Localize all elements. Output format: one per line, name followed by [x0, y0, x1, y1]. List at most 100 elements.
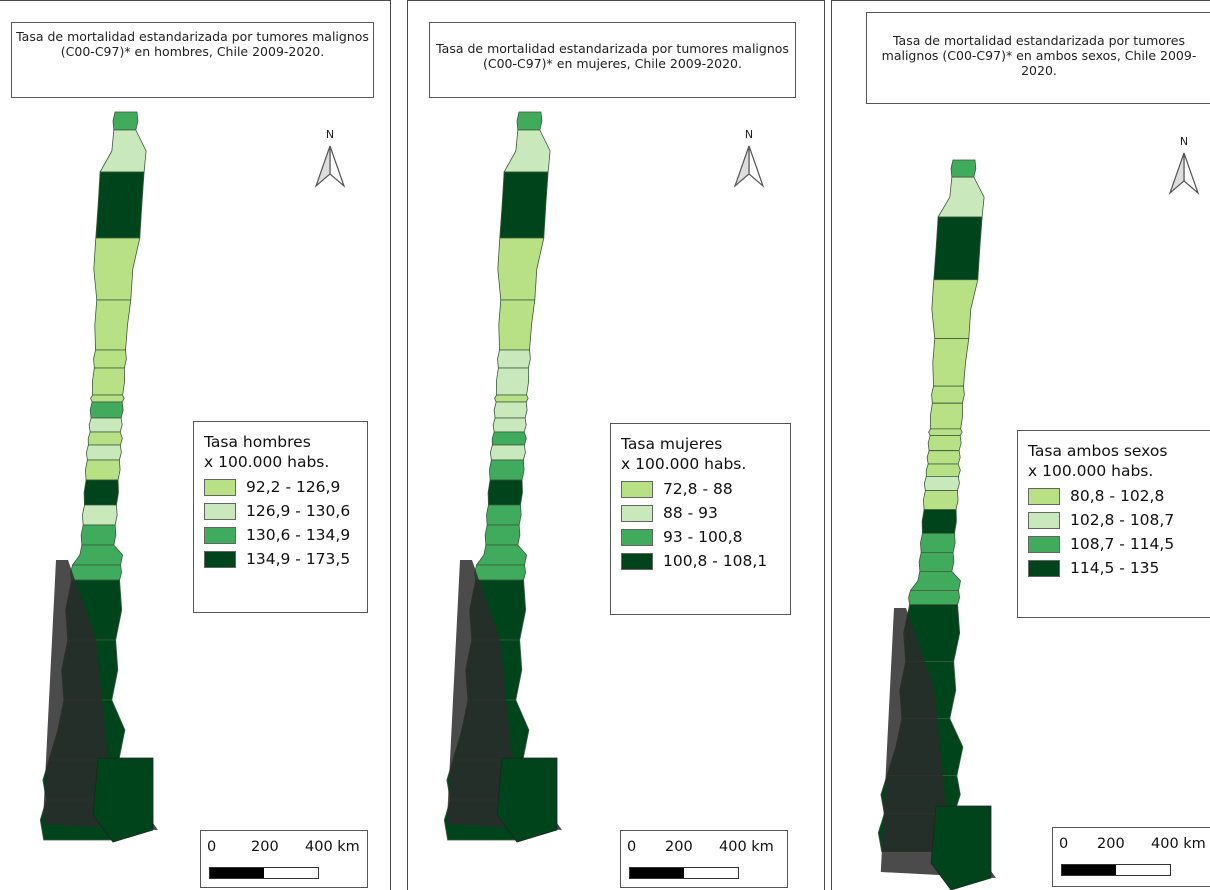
region-6: [497, 349, 531, 369]
scale-labels: 0 200 400 km: [1059, 836, 1210, 854]
legend-title: Tasa hombres x 100.000 habs.: [204, 432, 359, 472]
region-14: [921, 509, 957, 534]
region-14: [83, 479, 119, 506]
legend-label: 93 - 100,8: [663, 528, 743, 546]
legend-label: 100,8 - 108,1: [663, 552, 768, 570]
region-magallanes: [92, 757, 154, 843]
north-arrow-icon: [1168, 152, 1200, 195]
region-9: [493, 401, 528, 419]
region-1: [950, 159, 977, 178]
north-arrow-icon: [314, 145, 346, 188]
region-3: [933, 216, 983, 281]
scale-label-end: 400 km: [305, 839, 360, 855]
region-7: [91, 367, 126, 396]
scale-label-mid: 200: [251, 839, 279, 855]
scale-labels: 0 200 400 km: [207, 839, 377, 857]
legend-row: 80,8 - 102,8: [1028, 484, 1205, 508]
region-15: [486, 504, 522, 526]
legend-row: 130,6 - 134,9: [204, 523, 359, 547]
legend-swatch: [621, 528, 653, 546]
scale-bar: 0 200 400 km: [620, 830, 788, 888]
legend-title-line1: Tasa hombres: [204, 433, 311, 451]
legend: Tasa ambos sexos x 100.000 habs. 80,8 - …: [1017, 430, 1210, 618]
map-regions: [443, 111, 562, 843]
region-14: [487, 479, 523, 506]
region-12: [85, 444, 122, 461]
legend-row: 88 - 93: [621, 501, 782, 525]
map-panel-mujeres: Tasa de mortalidad estandarizada por tum…: [407, 0, 825, 890]
legend-title-line1: Tasa ambos sexos: [1028, 442, 1168, 460]
north-label: N: [325, 128, 335, 141]
region-3: [499, 171, 549, 239]
region-12: [923, 475, 960, 492]
legend-title-line2: x 100.000 habs.: [621, 455, 747, 473]
legend-label: 102,8 - 108,7: [1070, 511, 1175, 529]
map-title: Tasa de mortalidad estandarizada por tum…: [11, 22, 374, 98]
legend-label: 92,2 - 126,9: [246, 478, 341, 496]
scale-labels: 0 200 400 km: [627, 839, 797, 857]
southern-coast: [446, 560, 562, 830]
region-16: [80, 524, 117, 546]
southern-coast: [880, 608, 996, 878]
legend-label: 108,7 - 114,5: [1070, 535, 1175, 553]
region-magallanes: [496, 757, 558, 843]
legend-row: 100,8 - 108,1: [621, 549, 782, 573]
legend-row: 108,7 - 114,5: [1028, 532, 1205, 556]
north-label: N: [1179, 135, 1189, 148]
legend: Tasa mujeres x 100.000 habs. 72,8 - 88 8…: [610, 423, 791, 615]
region-11: [491, 431, 527, 446]
map-title: Tasa de mortalidad estandarizada por tum…: [429, 22, 796, 98]
region-magallanes: [930, 805, 992, 890]
legend-label: 72,8 - 88: [663, 480, 733, 498]
region-13: [922, 490, 959, 511]
region-2: [937, 176, 985, 218]
region-17: [909, 570, 961, 591]
legend-label: 134,9 - 173,5: [246, 550, 351, 568]
legend-title-line2: x 100.000 habs.: [204, 453, 330, 471]
region-18: [908, 589, 960, 605]
region-13: [84, 459, 121, 481]
scale-label-end: 400 km: [719, 839, 774, 855]
legend: Tasa hombres x 100.000 habs. 92,2 - 126,…: [193, 421, 368, 613]
region-1: [112, 111, 139, 131]
scale-bar: 0 200 400 km: [200, 830, 368, 888]
map-title: Tasa de mortalidad estandarizada por tum…: [866, 12, 1210, 104]
legend-swatch: [204, 478, 236, 496]
region-4: [93, 237, 141, 301]
legend-swatch: [621, 552, 653, 570]
chile-map: [443, 111, 562, 843]
region-2: [503, 129, 551, 173]
region-11: [87, 431, 123, 446]
north-arrow-icon: [733, 145, 765, 188]
region-2: [99, 129, 147, 173]
legend-title-line2: x 100.000 habs.: [1028, 462, 1154, 480]
region-5: [498, 299, 536, 351]
region-13: [488, 459, 525, 481]
legend-swatch: [621, 480, 653, 498]
legend-row: 102,8 - 108,7: [1028, 508, 1205, 532]
region-7: [929, 402, 964, 430]
region-8: [928, 428, 963, 436]
scale-bar-graphic: [1061, 864, 1171, 876]
legend-swatch: [204, 550, 236, 568]
legend-label: 126,9 - 130,6: [246, 502, 351, 520]
legend-row: 72,8 - 88: [621, 477, 782, 501]
southern-coast: [42, 560, 158, 830]
legend-title: Tasa mujeres x 100.000 habs.: [621, 434, 782, 474]
region-9: [927, 435, 962, 452]
legend-label: 80,8 - 102,8: [1070, 487, 1165, 505]
legend-swatch: [1028, 559, 1060, 577]
legend-swatch: [204, 526, 236, 544]
region-16: [918, 551, 955, 572]
legend-title: Tasa ambos sexos x 100.000 habs.: [1028, 441, 1205, 481]
chile-map: [877, 159, 996, 890]
region-9: [89, 401, 124, 419]
region-5: [932, 338, 970, 387]
north-arrow: N: [731, 128, 767, 188]
region-17: [475, 544, 527, 566]
legend-title-line1: Tasa mujeres: [621, 435, 723, 453]
chile-map: [39, 111, 158, 843]
region-18: [474, 564, 526, 581]
legend-swatch: [1028, 511, 1060, 529]
region-16: [484, 524, 521, 546]
